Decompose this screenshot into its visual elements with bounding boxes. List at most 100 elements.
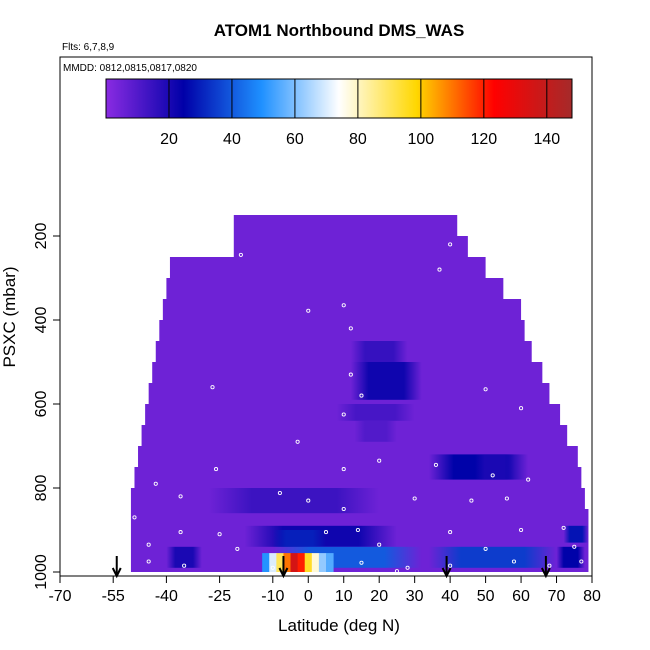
sample-point	[341, 467, 346, 472]
sample-point	[146, 559, 151, 564]
sample-point	[490, 473, 495, 478]
sample-point	[306, 498, 311, 503]
x-tick-label: 80	[583, 588, 601, 605]
sample-point	[483, 387, 488, 392]
heatmap-feature	[428, 546, 557, 568]
heatmap-hotspot-cell	[283, 553, 292, 572]
sample-point	[277, 490, 282, 496]
heatmap-hotspot-cell	[304, 553, 313, 572]
sample-point	[178, 530, 183, 535]
heatmap-hotspot-cell	[290, 553, 299, 572]
x-tick-label: 0	[304, 588, 313, 605]
heatmap-hotspot-cell	[311, 553, 320, 572]
y-tick-label: 800	[33, 475, 50, 502]
colorbar-tick-label: 140	[533, 131, 560, 148]
x-tick-label: 60	[512, 588, 530, 605]
sample-point	[504, 496, 509, 501]
sample-point	[469, 498, 474, 503]
x-tick-label: 30	[406, 588, 424, 605]
sample-point	[405, 565, 410, 570]
colorbar-tick-label: 120	[470, 131, 497, 148]
colorbar-tick-label: 20	[160, 131, 178, 148]
sample-point	[355, 527, 360, 533]
chart-title: ATOM1 Northbound DMS_WAS	[214, 21, 465, 40]
heatmap-feature	[350, 362, 422, 400]
sample-point	[235, 546, 240, 551]
sample-point	[214, 467, 219, 472]
sample-point	[238, 252, 243, 257]
colorbar-gradient	[105, 78, 573, 119]
sample-point	[412, 496, 417, 501]
x-tick-label: -55	[102, 588, 125, 605]
sample-point	[210, 385, 215, 390]
x-tick-label: 40	[441, 588, 459, 605]
sample-point	[575, 410, 580, 415]
sample-point	[572, 544, 577, 549]
sample-point	[341, 303, 346, 308]
sample-points	[132, 242, 584, 574]
x-tick-label: 50	[477, 588, 495, 605]
colorbar-tick-label: 40	[223, 131, 241, 148]
heatmap-feature	[350, 341, 408, 362]
colorbar: 20 40 60 80 100 120 140	[105, 78, 573, 148]
sample-point	[217, 532, 222, 537]
heatmap-hotspot-cell	[276, 553, 284, 572]
sample-point	[448, 530, 453, 535]
sample-point	[146, 542, 151, 547]
heatmap-envelope-row	[233, 215, 458, 236]
sample-point	[377, 542, 382, 547]
heatmap-envelope-row	[169, 257, 486, 278]
heatmap-envelope-row	[233, 236, 468, 257]
sample-point	[359, 393, 364, 398]
sample-point	[348, 372, 353, 377]
x-tick-label: 70	[548, 588, 566, 605]
sample-point	[132, 515, 137, 520]
sample-point	[448, 242, 453, 247]
sample-point	[270, 565, 275, 570]
heatmap-envelope-row	[152, 362, 543, 383]
sample-point	[448, 563, 453, 568]
sample-point	[394, 569, 399, 574]
sample-point	[547, 563, 552, 568]
heatmap-hotspot-cell	[269, 553, 277, 572]
heatmap-feature	[166, 546, 202, 568]
heatmap-feature	[354, 420, 397, 442]
x-axis: -70 -55 -40 -25 -10 0 10 20 30 40 50 60 70 80	[48, 575, 601, 605]
heatmap-envelope-row	[166, 278, 504, 299]
sample-point	[519, 406, 524, 411]
heatmap-feature	[563, 525, 589, 543]
sample-point	[323, 530, 329, 535]
heatmap-feature	[272, 530, 326, 547]
colorbar-tick-label: 80	[349, 131, 367, 148]
flights-label: Flts: 6,7,8,9	[62, 42, 115, 53]
heatmap-feature	[336, 404, 415, 421]
sample-point	[348, 326, 353, 331]
heatmap-envelope-row	[130, 509, 589, 530]
sample-point	[341, 506, 346, 512]
y-tick-label: 200	[33, 223, 50, 250]
sample-point	[437, 267, 442, 272]
sample-point	[182, 563, 187, 568]
dates-label: MMDD: 0812,0815,0817,0820	[63, 63, 197, 74]
sample-point	[295, 439, 300, 444]
heatmap-envelope-row	[155, 341, 532, 362]
sample-point	[561, 525, 566, 530]
sample-point	[526, 477, 531, 482]
sample-point	[433, 462, 438, 467]
x-tick-label: 20	[370, 588, 388, 605]
sample-point	[579, 559, 584, 564]
sample-point	[377, 458, 382, 463]
sample-point	[359, 560, 364, 565]
heatmap-envelope-row	[148, 383, 550, 404]
y-tick-label: 1000	[33, 554, 50, 590]
x-tick-label: -40	[155, 588, 178, 605]
sample-point	[306, 308, 311, 313]
heatmap-layer	[130, 215, 589, 572]
colorbar-tick-label: 60	[286, 131, 304, 148]
y-tick-label: 400	[33, 307, 50, 334]
heatmap-envelope-row	[162, 299, 522, 320]
heatmap-hotspot-cell	[326, 553, 334, 572]
x-tick-label: -70	[48, 588, 71, 605]
sample-point	[153, 265, 158, 270]
